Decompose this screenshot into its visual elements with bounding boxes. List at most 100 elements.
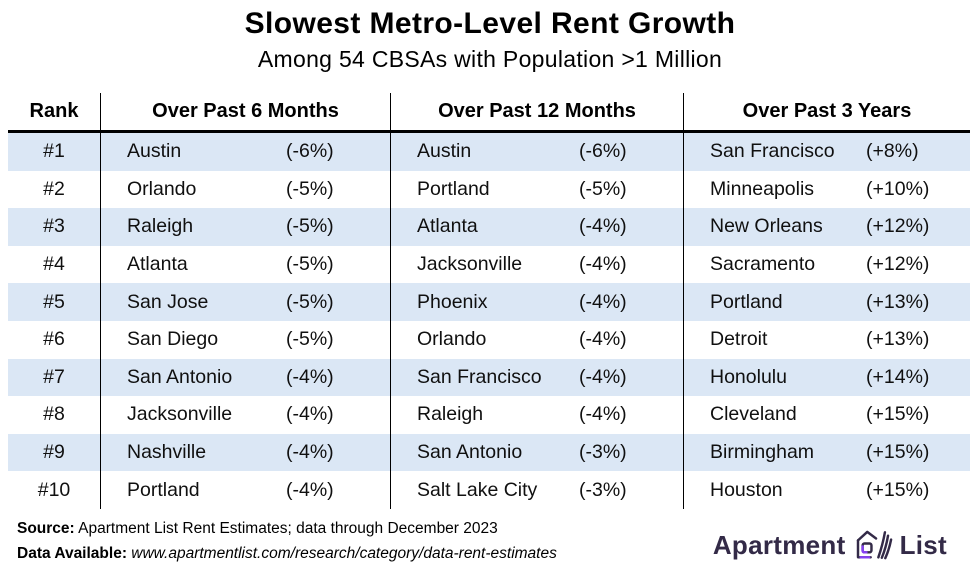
data-available-label: Data Available: [17,545,127,562]
data-available-line: Data Available: www.apartmentlist.com/re… [17,541,557,566]
city-name: Detroit [710,328,768,351]
city-name: Jacksonville [127,403,233,426]
city-name: Portland [127,478,200,501]
three-year-cell: Houston (+15%) [683,471,970,509]
three-year-cell: Honolulu (+14%) [683,358,970,397]
pct-value: (-4%) [286,403,334,426]
rank-cell: #9 [43,441,65,464]
pct-value: (+8%) [866,140,919,163]
city-name: San Francisco [417,365,542,388]
city-name: Cleveland [710,403,797,426]
three-year-cell: Portland (+13%) [683,283,970,321]
city-name: Salt Lake City [417,478,538,501]
table-row: #8 Jacksonville (-4%) Raleigh (-4%) Cleveland… [8,396,970,434]
pct-value: (+10%) [866,177,930,200]
city-name: Raleigh [417,403,484,426]
three-year-cell: Detroit (+13%) [683,320,970,359]
pct-value: (+15%) [866,478,930,501]
city-name: Atlanta [127,253,188,276]
twelve-month-cell: Raleigh (-4%) [390,396,683,434]
table-row: #7 San Antonio (-4%) San Francisco (-4%) Hono… [8,358,970,397]
pct-value: (-4%) [579,215,627,238]
pct-value: (-5%) [579,177,627,200]
pct-value: (-3%) [579,478,627,501]
six-month-cell: San Diego (-5%) [100,320,390,359]
pct-value: (+14%) [866,365,930,388]
table-row: #1 Austin (-6%) Austin (-6%) San Francisco (+8… [8,133,970,171]
pct-value: (-6%) [286,140,334,163]
three-year-cell: Sacramento (+12%) [683,245,970,284]
source-label: Source: [17,520,75,537]
pct-value: (-4%) [286,365,334,388]
city-name: San Diego [127,328,219,351]
city-name: San Antonio [127,365,233,388]
rank-cell: #5 [43,290,65,313]
pct-value: (-4%) [286,441,334,464]
city-name: Jacksonville [417,253,523,276]
three-year-cell: New Orleans (+12%) [683,208,970,246]
twelve-month-cell: Salt Lake City (-3%) [390,471,683,509]
city-name: Phoenix [417,290,488,313]
city-name: Portland [710,290,783,313]
six-month-cell: Raleigh (-5%) [100,208,390,246]
pct-value: (-4%) [286,478,334,501]
logo-word-apartment: Apartment [712,529,846,560]
city-name: Houston [710,478,783,501]
pct-value: (-6%) [579,140,627,163]
table-row: #4 Atlanta (-5%) Jacksonville (-4%) Sacrament… [8,245,970,284]
source-text: Apartment List Rent Estimates; data thro… [78,520,498,537]
city-name: Nashville [127,441,207,464]
rent-growth-table: Rank Over Past 6 Months Over Past 12 Mon… [8,93,970,509]
column-header-6-months: Over Past 6 Months [100,93,390,130]
pct-value: (-4%) [579,328,627,351]
city-name: Sacramento [710,253,816,276]
table-row: #2 Orlando (-5%) Portland (-5%) Minneapolis (+… [8,170,970,209]
source-line: Source: Apartment List Rent Estimates; d… [17,516,557,541]
table-body: #1 Austin (-6%) Austin (-6%) San Francisco (+8… [8,133,970,509]
six-month-cell: Jacksonville (-4%) [100,396,390,434]
city-name: Austin [127,140,182,163]
apartment-list-house-icon [853,526,893,564]
city-name: Atlanta [417,215,478,238]
table-row: #6 San Diego (-5%) Orlando (-4%) Detroit (+13%… [8,320,970,359]
pct-value: (+13%) [866,290,930,313]
three-year-cell: San Francisco (+8%) [683,133,970,171]
pct-value: (+15%) [866,403,930,426]
three-year-cell: Birmingham (+15%) [683,433,970,472]
table-row: #3 Raleigh (-5%) Atlanta (-4%) New Orleans (+1… [8,208,970,246]
pct-value: (+15%) [866,441,930,464]
apartment-list-logo: Apartment List [713,526,947,564]
rank-cell: #3 [43,215,65,238]
rank-cell: #10 [37,478,71,501]
city-name: Birmingham [710,441,815,464]
three-year-cell: Cleveland (+15%) [683,396,970,434]
city-name: San Francisco [710,140,835,163]
city-name: Minneapolis [710,177,815,200]
table-row: #5 San Jose (-5%) Phoenix (-4%) Portland (+13%… [8,283,970,321]
pct-value: (-3%) [579,441,627,464]
twelve-month-cell: Atlanta (-4%) [390,208,683,246]
table-row: #10 Portland (-4%) Salt Lake City (-3%) Houst… [8,471,970,509]
city-name: Portland [417,177,490,200]
pct-value: (+12%) [866,253,930,276]
pct-value: (-5%) [286,215,334,238]
table-row: #9 Nashville (-4%) San Antonio (-3%) Birmingh… [8,433,970,472]
twelve-month-cell: Jacksonville (-4%) [390,245,683,284]
table-header-row: Rank Over Past 6 Months Over Past 12 Mon… [8,93,970,133]
six-month-cell: San Antonio (-4%) [100,358,390,397]
rank-cell: #8 [43,403,65,426]
pct-value: (-4%) [579,253,627,276]
twelve-month-cell: Phoenix (-4%) [390,283,683,321]
pct-value: (-5%) [286,328,334,351]
pct-value: (-5%) [286,253,334,276]
six-month-cell: Austin (-6%) [100,133,390,171]
six-month-cell: Atlanta (-5%) [100,245,390,284]
pct-value: (-4%) [579,290,627,313]
six-month-cell: San Jose (-5%) [100,283,390,321]
city-name: San Jose [127,290,209,313]
city-name: Orlando [127,177,197,200]
city-name: Austin [417,140,472,163]
rank-cell: #1 [43,140,65,163]
pct-value: (-4%) [579,403,627,426]
six-month-cell: Nashville (-4%) [100,433,390,472]
